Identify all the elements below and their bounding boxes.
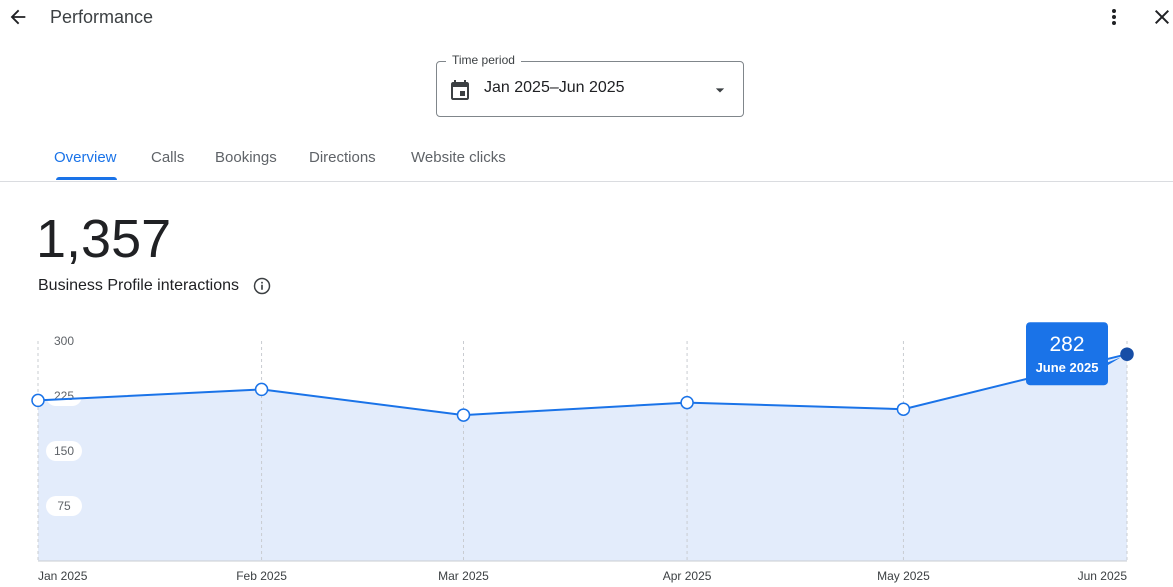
y-tick-pill (46, 386, 82, 406)
data-point (456, 408, 471, 422)
divider (0, 181, 1173, 182)
data-point (254, 382, 269, 397)
chart: 75 150 225 300 Jan 2025 Feb 2025 Mar 2025 Apr 2… (31, 322, 1134, 583)
total-label: Business Profile interactions (38, 277, 239, 294)
tooltip-label: June 2025 (1036, 360, 1099, 375)
line (37, 353, 1128, 417)
page-title: Performance (50, 7, 154, 27)
back-button[interactable] (7, 6, 29, 28)
y-tick-label: 75 (57, 499, 71, 513)
y-tick-label: 225 (54, 389, 74, 403)
y-tick-pill (46, 441, 82, 461)
data-point (896, 402, 911, 416)
x-tick-label: Mar 2025 (438, 569, 489, 583)
tab[interactable]: Calls (151, 149, 185, 166)
tab[interactable]: Website clicks (411, 149, 506, 166)
data-point (680, 395, 694, 410)
tab[interactable]: Overview (54, 149, 117, 166)
area (38, 354, 1127, 561)
x-tick-label: Jan 2025 (38, 569, 88, 583)
x-tick-label: May 2025 (877, 569, 930, 583)
x-tick-label: Feb 2025 (236, 569, 287, 583)
close-button[interactable] (1150, 5, 1173, 29)
total-value: 1,357 (36, 209, 172, 269)
tab[interactable]: Bookings (215, 149, 277, 166)
info-icon[interactable] (252, 276, 272, 296)
calendar-icon (451, 80, 469, 100)
tooltip-value: 282 (1049, 333, 1084, 356)
tab[interactable]: Directions (309, 149, 376, 166)
x-tick-label: Apr 2025 (663, 569, 712, 583)
tooltip (1026, 322, 1108, 386)
data-point (31, 393, 45, 408)
dropdown-arrow (715, 88, 725, 93)
more-menu[interactable] (1102, 5, 1126, 29)
x-tick-label: Jun 2025 (1078, 569, 1128, 583)
tab-indicator (56, 177, 117, 180)
time-period-select[interactable] (436, 61, 744, 117)
y-tick-label: 300 (54, 334, 74, 348)
data-point (1120, 347, 1134, 361)
time-period-label: Time period (446, 53, 521, 67)
time-period-value: Jan 2025–Jun 2025 (484, 79, 625, 96)
y-tick-label: 150 (54, 444, 74, 458)
y-tick-pill (46, 496, 82, 516)
